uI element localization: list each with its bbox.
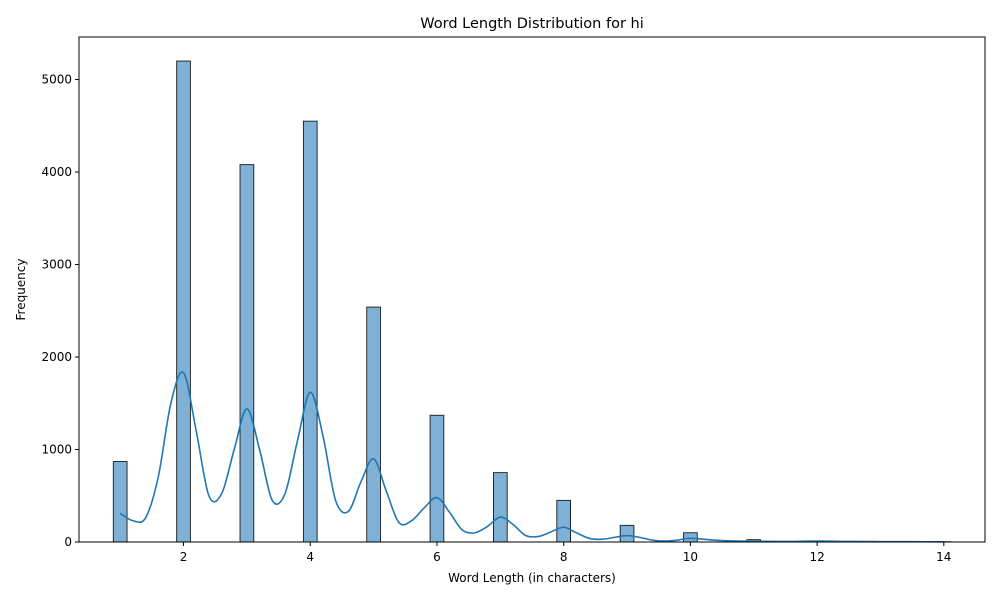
bar-6 — [429, 414, 445, 543]
bar-3 — [239, 164, 255, 543]
x-tick-label: 4 — [306, 550, 314, 564]
plot-frame — [78, 36, 986, 543]
bar-4 — [302, 120, 318, 543]
x-axis-title: Word Length (in characters) — [448, 571, 616, 585]
x-axis: 2 4 6 8 10 12 14 — [180, 542, 951, 564]
y-axis: 0 1000 2000 3000 4000 5000 — [41, 73, 79, 549]
y-tick-label: 4000 — [41, 165, 72, 179]
y-tick-label: 2000 — [41, 350, 72, 364]
bar-8 — [556, 499, 572, 543]
y-tick-label: 5000 — [41, 73, 72, 87]
x-tick-label: 14 — [936, 550, 951, 564]
x-tick-label: 10 — [683, 550, 698, 564]
y-tick-label: 0 — [64, 535, 72, 549]
bar-2 — [176, 60, 191, 543]
chart-title: Word Length Distribution for hi — [420, 16, 643, 32]
bars-group — [112, 60, 952, 543]
y-axis-title: Frequency — [14, 259, 28, 321]
kde-line — [119, 371, 944, 543]
x-tick-label: 2 — [180, 550, 188, 564]
x-tick-label: 6 — [433, 550, 441, 564]
x-tick-label: 12 — [809, 550, 824, 564]
bar-7 — [492, 472, 508, 543]
y-tick-label: 1000 — [41, 443, 72, 457]
bar-10 — [683, 532, 698, 543]
bar-9 — [619, 524, 635, 543]
x-tick-label: 8 — [560, 550, 568, 564]
bar-1 — [112, 461, 128, 543]
bar-5 — [366, 306, 381, 543]
y-tick-label: 3000 — [41, 258, 72, 272]
